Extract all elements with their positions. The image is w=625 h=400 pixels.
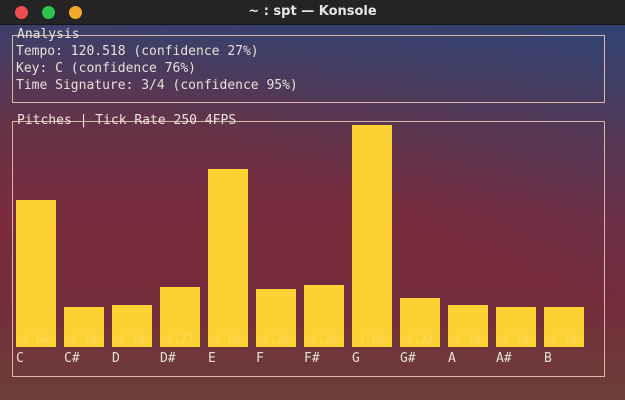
analysis-panel: Analysis Tempo: 120.518 (confidence 27%)… bbox=[12, 27, 605, 103]
pitch-label: G bbox=[352, 351, 360, 366]
title-bar[interactable]: ~ : spt — Konsole bbox=[0, 0, 625, 25]
pitch-label: C# bbox=[64, 351, 80, 366]
bar-value-label: 0.80 bbox=[214, 333, 242, 346]
key-line: Key: C (confidence 76%) bbox=[16, 61, 197, 76]
bar-value-label: 0.28 bbox=[310, 333, 338, 346]
pitch-bar-f: 0.26 bbox=[256, 289, 296, 347]
pitch-label: F# bbox=[304, 351, 320, 366]
window-title: ~ : spt — Konsole bbox=[248, 4, 377, 19]
pitch-bar-g-sharp: 0.22 bbox=[400, 298, 440, 347]
pitch-bar-b: 0.18 bbox=[544, 307, 584, 347]
analysis-title: Analysis bbox=[17, 27, 80, 42]
maximize-button[interactable] bbox=[42, 6, 55, 19]
terminal-view[interactable]: Analysis Tempo: 120.518 (confidence 27%)… bbox=[0, 25, 625, 400]
time-signature-line: Time Signature: 3/4 (confidence 95%) bbox=[16, 78, 298, 93]
tempo-line: Tempo: 120.518 (confidence 27%) bbox=[16, 44, 259, 59]
bar-value-label: 0.18 bbox=[502, 333, 530, 346]
bar-value-label: 0.19 bbox=[118, 333, 146, 346]
pitch-bar-f-sharp: 0.28 bbox=[304, 285, 344, 347]
pitch-bar-c: 0.66 bbox=[16, 200, 56, 347]
pitch-bar-e: 0.80 bbox=[208, 169, 248, 347]
bar-value-label: 0.27 bbox=[166, 333, 194, 346]
bar-value-label: 0.66 bbox=[22, 333, 50, 346]
pitch-label: G# bbox=[400, 351, 416, 366]
pitch-label: D# bbox=[160, 351, 176, 366]
bar-value-label: 0.26 bbox=[262, 333, 290, 346]
pitches-title: Pitches | Tick Rate 250 4FPS bbox=[17, 113, 237, 128]
pitches-panel: Pitches | Tick Rate 250 4FPS 0.66 C 0.18 C#… bbox=[12, 113, 605, 377]
pitch-label: F bbox=[256, 351, 264, 366]
bar-value-label: 0.18 bbox=[70, 333, 98, 346]
pitch-bar-d-sharp: 0.27 bbox=[160, 287, 200, 347]
pitch-bar-a-sharp: 0.18 bbox=[496, 307, 536, 347]
pitch-label: A bbox=[448, 351, 456, 366]
pitch-bar-chart: 0.66 C 0.18 C# 0.19 D 0.27 D# 0.80 E 0.26 F 0.28 F# 1.… bbox=[16, 122, 601, 374]
pitch-label: B bbox=[544, 351, 552, 366]
pitch-label: D bbox=[112, 351, 120, 366]
pitch-bar-g: 1.00 bbox=[352, 125, 392, 347]
pitch-label: A# bbox=[496, 351, 512, 366]
bar-value-label: 0.19 bbox=[454, 333, 482, 346]
bar-value-label: 0.22 bbox=[406, 333, 434, 346]
minimize-button[interactable] bbox=[69, 6, 82, 19]
pitch-label: E bbox=[208, 351, 216, 366]
close-button[interactable] bbox=[15, 6, 28, 19]
pitch-bar-c-sharp: 0.18 bbox=[64, 307, 104, 347]
bar-value-label: 0.18 bbox=[550, 333, 578, 346]
bar-value-label: 1.00 bbox=[358, 333, 386, 346]
pitch-bar-d: 0.19 bbox=[112, 305, 152, 347]
pitch-bar-a: 0.19 bbox=[448, 305, 488, 347]
pitch-label: C bbox=[16, 351, 24, 366]
